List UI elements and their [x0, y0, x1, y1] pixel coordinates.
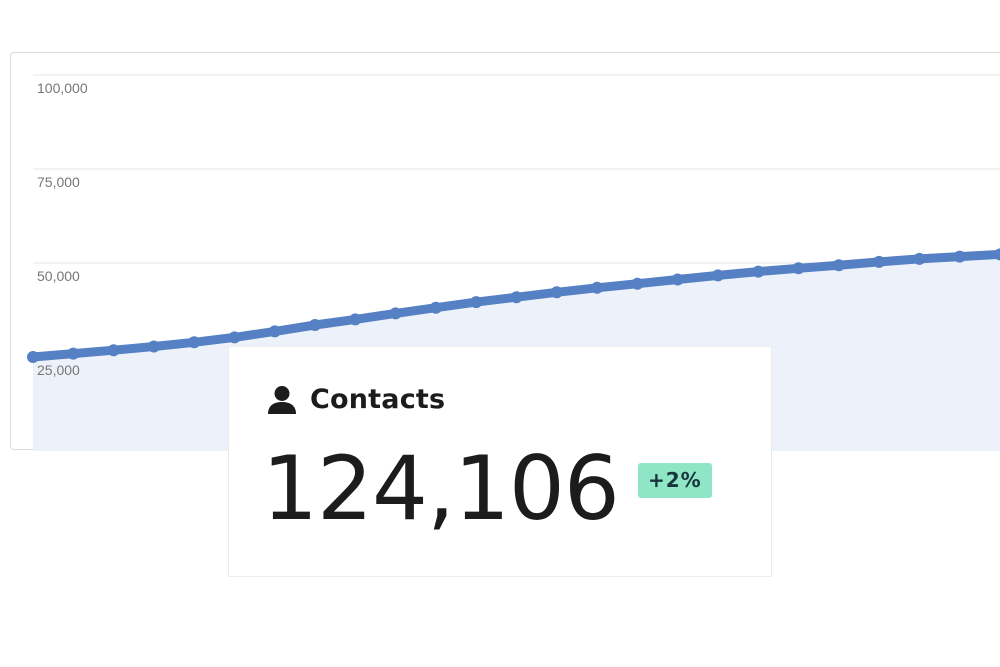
person-icon	[268, 386, 296, 414]
contacts-stat-card[interactable]: Contacts 124,106 +2%	[228, 346, 772, 577]
card-header: Contacts	[266, 383, 445, 415]
contacts-count: 124,106	[262, 437, 620, 540]
change-badge: +2%	[638, 463, 712, 498]
card-title: Contacts	[310, 383, 446, 415]
